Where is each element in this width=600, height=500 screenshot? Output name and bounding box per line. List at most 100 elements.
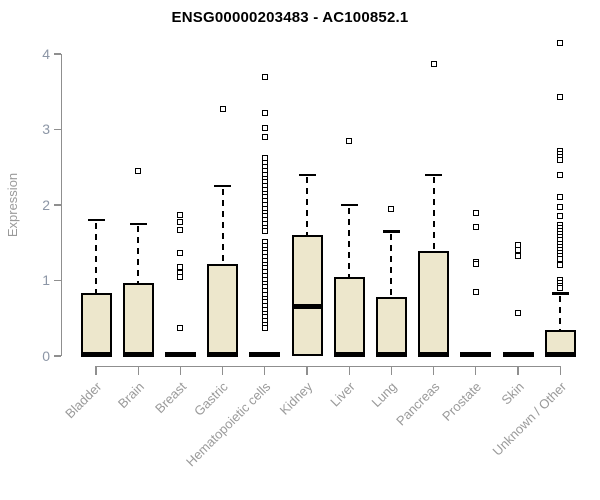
category-label: Brain: [114, 379, 147, 412]
outlier-point: [177, 263, 184, 270]
category-label: Unknown / Other: [489, 379, 569, 459]
whisker-line: [95, 222, 97, 294]
whisker-cap: [425, 173, 443, 177]
outlier-point: [177, 250, 184, 257]
x-axis-tick: [95, 366, 97, 375]
outlier-point: [261, 134, 268, 141]
median-line: [291, 304, 323, 310]
whisker-cap: [214, 184, 232, 188]
outlier-point: [177, 219, 184, 226]
outlier-point: [557, 94, 564, 101]
whisker-cap: [298, 173, 316, 177]
median-line: [207, 351, 239, 357]
outlier-point: [135, 168, 142, 175]
box-rect: [80, 293, 112, 356]
median-line: [164, 351, 196, 357]
outlier-point: [261, 109, 268, 116]
y-tick-label: 3: [42, 121, 50, 137]
outlier-point: [430, 60, 437, 67]
y-tick-label: 2: [42, 196, 50, 213]
whisker-line: [221, 188, 224, 264]
whisker-line: [432, 177, 435, 252]
outlier-point: [177, 226, 184, 233]
outlier-point: [219, 106, 226, 113]
y-tick-label: 1: [42, 272, 50, 288]
category-label: Prostate: [439, 379, 485, 424]
y-axis-line: [61, 54, 63, 356]
outlier-point: [557, 285, 564, 292]
x-axis-tick: [137, 366, 139, 375]
outlier-point: [557, 255, 564, 262]
median-line: [80, 351, 112, 357]
category-label: Gastric: [191, 379, 232, 419]
box-rect: [291, 235, 323, 356]
x-axis-tick: [221, 366, 224, 375]
y-axis-tick: [54, 128, 61, 131]
category-label: Lung: [368, 379, 401, 411]
outlier-point: [515, 247, 521, 254]
whisker-line: [306, 177, 308, 236]
y-axis-tick: [54, 355, 61, 357]
x-axis-tick: [432, 366, 435, 375]
x-axis-tick: [348, 366, 350, 375]
category-label: Hematopoietic cells: [183, 379, 274, 470]
whisker-cap: [382, 230, 400, 233]
box-rect: [207, 263, 239, 356]
outlier-point: [261, 228, 268, 235]
outlier-point: [472, 223, 479, 230]
outlier-point: [472, 288, 479, 295]
outlier-point: [515, 309, 521, 316]
whisker-cap: [340, 203, 358, 207]
whisker-line: [348, 207, 351, 277]
outlier-point: [261, 73, 268, 80]
whisker-cap: [551, 292, 569, 295]
y-axis-tick: [54, 204, 61, 206]
outlier-point: [472, 210, 479, 217]
whisker-cap: [129, 222, 147, 226]
outlier-point: [346, 137, 353, 144]
category-label: Breast: [151, 379, 190, 417]
whisker-line: [390, 233, 393, 298]
outlier-point: [388, 205, 395, 212]
outlier-point: [557, 39, 564, 46]
y-tick-label: 0: [42, 347, 50, 364]
outlier-point: [261, 325, 268, 332]
outlier-point: [177, 211, 184, 218]
outlier-point: [557, 156, 564, 163]
x-axis-tick: [559, 366, 561, 375]
box-rect: [418, 251, 450, 356]
chart-title: ENSG00000203483 - AC100852.1: [171, 9, 409, 26]
box-rect: [333, 276, 365, 356]
x-axis-tick: [179, 366, 182, 375]
outlier-point: [261, 124, 268, 131]
outlier-point: [557, 204, 564, 211]
outlier-point: [557, 171, 564, 178]
y-axis-label: Expression: [5, 172, 20, 238]
category-label: Skin: [498, 379, 527, 408]
median-line: [544, 351, 576, 357]
category-label: Kidney: [276, 379, 316, 418]
x-axis-tick: [264, 366, 266, 375]
whisker-line: [137, 226, 140, 283]
x-axis-tick: [475, 366, 477, 375]
category-label: Liver: [327, 379, 358, 410]
y-tick-label: 4: [42, 45, 50, 62]
median-line: [333, 351, 365, 357]
x-axis-tick: [390, 366, 393, 375]
box-rect: [375, 297, 407, 356]
outlier-point: [557, 213, 564, 220]
x-axis-line: [96, 366, 561, 368]
median-line: [375, 351, 407, 357]
y-axis-tick: [54, 53, 61, 55]
outlier-point: [557, 193, 564, 200]
outlier-point: [472, 260, 479, 267]
outlier-point: [557, 261, 564, 268]
median-line: [460, 351, 492, 357]
whisker-line: [559, 295, 562, 330]
category-label: Pancreas: [392, 379, 443, 429]
y-axis-tick: [54, 279, 61, 282]
category-label: Bladder: [62, 379, 105, 422]
whisker-cap: [87, 218, 105, 222]
median-line: [249, 351, 281, 357]
